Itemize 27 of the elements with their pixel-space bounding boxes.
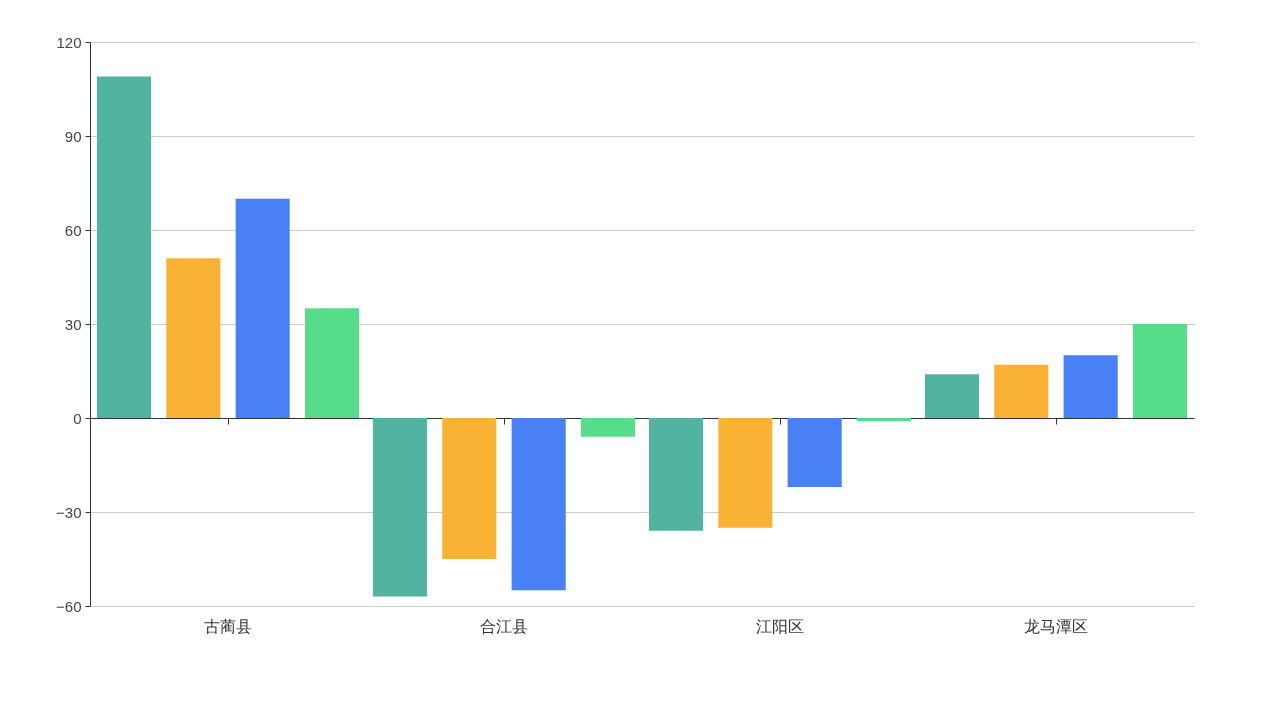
bar bbox=[1132, 324, 1188, 418]
x-tick-label: 江阳区 bbox=[756, 616, 804, 636]
bar bbox=[304, 308, 360, 418]
bar bbox=[718, 418, 773, 528]
bar bbox=[1063, 355, 1118, 418]
bar bbox=[580, 418, 636, 437]
x-tick-label: 龙马潭区 bbox=[1024, 616, 1088, 636]
x-tick-label: 古蔺县 bbox=[204, 616, 252, 636]
x-tick-label: 合江县 bbox=[480, 616, 528, 636]
bar bbox=[787, 418, 842, 487]
bar bbox=[372, 418, 428, 597]
y-tick-label: −60 bbox=[56, 597, 82, 615]
bar bbox=[235, 198, 290, 418]
bar bbox=[856, 418, 912, 422]
bar bbox=[511, 418, 566, 591]
bar bbox=[96, 76, 152, 418]
bar bbox=[166, 258, 221, 418]
y-tick-label: 30 bbox=[64, 315, 82, 333]
bar bbox=[442, 418, 497, 559]
y-tick-label: −30 bbox=[56, 503, 82, 521]
bar bbox=[924, 374, 980, 418]
y-tick-label: 120 bbox=[56, 33, 82, 51]
y-tick-label: 0 bbox=[73, 409, 82, 427]
y-tick-label: 90 bbox=[64, 127, 82, 145]
bar bbox=[648, 418, 704, 531]
bar bbox=[994, 364, 1049, 418]
y-tick-label: 60 bbox=[64, 221, 82, 239]
